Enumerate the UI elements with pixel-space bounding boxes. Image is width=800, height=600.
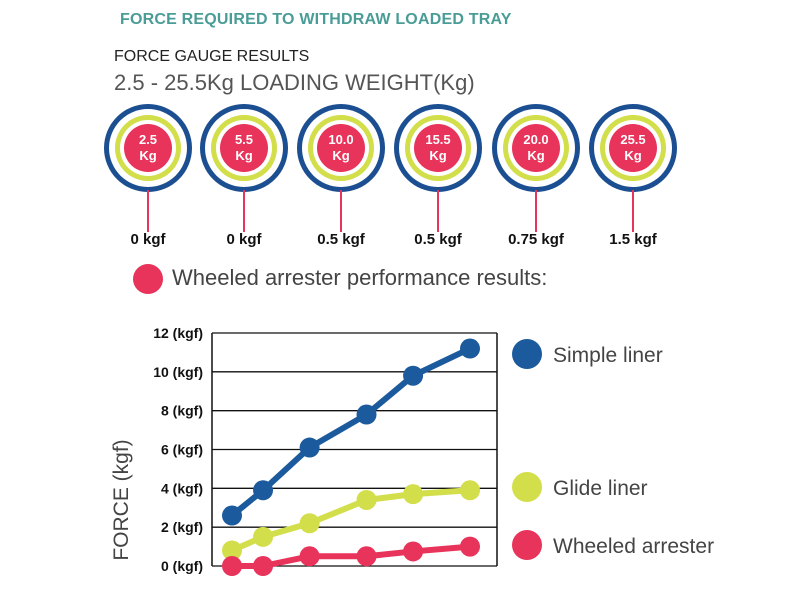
data-point [356,546,377,567]
gauge-10-0kg: 10.0 Kg [297,104,385,192]
gauge-weight: 20.0 [523,132,549,147]
gauge-unit: Kg [139,148,157,163]
chart-series [222,338,480,576]
gauge-force-value: 0 kgf [226,231,262,248]
gauge-center: 2.5 Kg [124,124,172,172]
loading-range-label: 2.5 - 25.5Kg LOADING WEIGHT(Kg) [114,70,475,95]
chart-axes: 0 (kgf) 2 (kgf) 4 (kgf) 6 (kgf) 8 (kgf) 10 (k… [110,325,498,574]
data-point [222,556,242,576]
y-tick-label: 12 (kgf) [153,325,203,341]
gauge-stem [147,190,149,232]
page-title: FORCE REQUIRED TO WITHDRAW LOADED TRAY [120,11,512,28]
gauge-15-5kg: 15.5 Kg [394,104,482,192]
legend-label: Wheeled arrester [553,535,714,558]
gauge-unit: Kg [527,148,545,163]
gauge-weight: 2.5 [138,132,158,147]
gauge-force-value: 0.5 kgf [317,231,365,248]
gauge-20-0kg: 20.0 Kg [492,104,580,192]
performance-results-label: Wheeled arrester performance results: [172,265,548,290]
gauge-force-value: 1.5 kgf [609,231,657,248]
data-point [356,404,377,425]
y-tick-label: 2 (kgf) [161,519,203,535]
gauge-weight: 25.5 [620,132,646,147]
gauge-5-5kg: 5.5 Kg [200,104,288,192]
data-point [299,513,320,534]
gauge-stem [437,190,439,232]
gauge-unit: Kg [429,148,447,163]
gauge-center: 15.5 Kg [414,124,462,172]
data-point [403,484,424,505]
gauge-center: 10.0 Kg [317,124,365,172]
gauge-25-5kg: 25.5 Kg [589,104,677,192]
gauge-force-value: 0.75 kgf [508,231,564,248]
performance-dot-icon [133,264,163,294]
legend-marker [512,472,542,502]
gauge-force-value: 0 kgf [130,231,166,248]
gauge-weight: 10.0 [328,132,354,147]
data-point [460,338,480,359]
legend-marker [512,339,542,369]
y-tick-label: 4 (kgf) [161,480,203,496]
chart-grid [212,332,497,567]
gauge-weight: 5.5 [234,132,254,147]
y-tick-label: 6 (kgf) [161,442,203,458]
data-point [460,536,480,557]
gauge-stem [340,190,342,232]
data-point [460,480,480,501]
y-tick-label: 8 (kgf) [161,403,203,419]
y-tick-label: 0 (kgf) [161,558,203,574]
data-point [299,546,320,567]
legend-label: Simple liner [553,344,663,367]
gauge-center: 20.0 Kg [512,124,560,172]
data-point [222,505,242,526]
data-point [253,480,274,501]
gauge-force-value: 0.5 kgf [414,231,462,248]
data-point [403,541,424,562]
gauge-weight: 15.5 [425,132,451,147]
gauge-stem [243,190,245,232]
legend-marker [512,530,542,560]
data-point [253,526,274,547]
gauge-center: 25.5 Kg [609,124,657,172]
gauge-stem [535,190,537,232]
gauge-unit: Kg [624,148,642,163]
legend-label: Glide liner [553,477,648,500]
y-axis-label: FORCE (kgf) [110,439,133,560]
data-point [299,437,320,458]
data-point [403,365,424,386]
gauge-2-5kg: 2.5 Kg [104,104,192,192]
y-tick-label: 10 (kgf) [153,364,203,380]
chart-legend: Simple liner Glide liner Wheeled arrester [512,339,714,560]
gauge-unit: Kg [235,148,253,163]
data-point [356,489,377,510]
gauge-unit: Kg [332,148,350,163]
gauge-subtitle: FORCE GAUGE RESULTS [114,48,310,65]
data-point [222,540,242,561]
gauge-row: 2.5 Kg 0 kgf 5.5 Kg 0 kgf 10.0 Kg 0.5 kg… [0,0,800,260]
data-point [253,556,274,576]
gauge-stem [632,190,634,232]
gauge-center: 5.5 Kg [220,124,268,172]
